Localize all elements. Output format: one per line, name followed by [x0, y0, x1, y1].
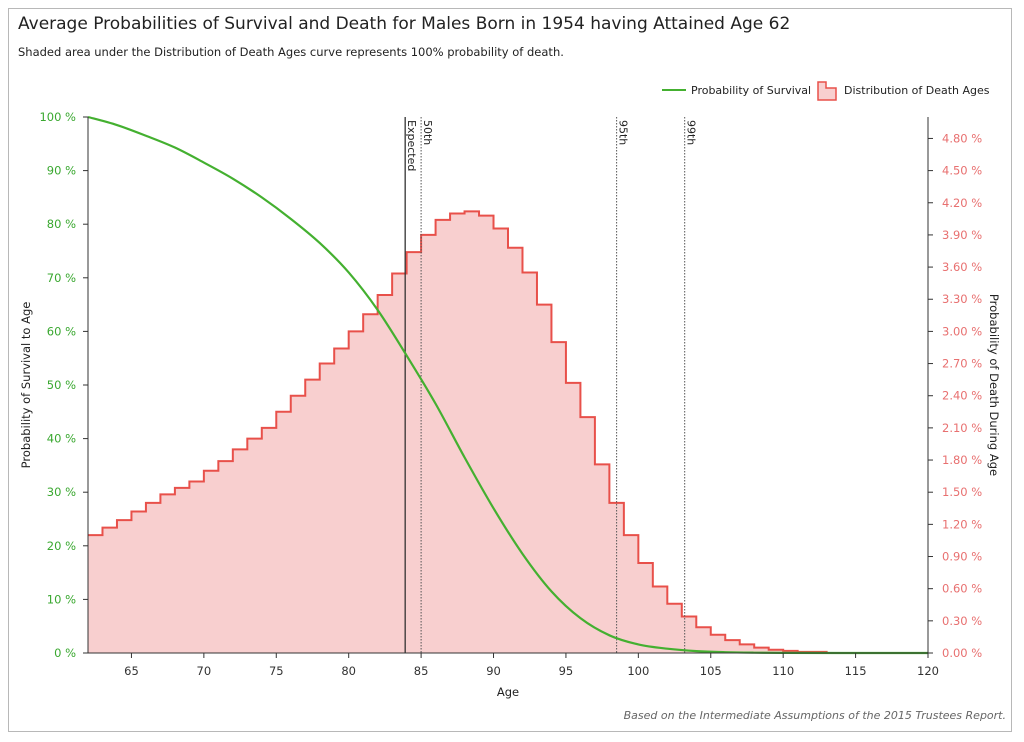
x-tick-label: 90 [486, 664, 501, 678]
y-right-tick-label: 0.90 % [942, 550, 982, 564]
y-right-tick-label: 4.50 % [942, 164, 982, 178]
y-left-tick-label: 70 % [47, 271, 76, 285]
y-left-tick-label: 40 % [47, 432, 76, 446]
y-right-tick-label: 1.80 % [942, 453, 982, 467]
y-right-tick-label: 0.60 % [942, 582, 982, 596]
y-axis-right-title: Probability of Death During Age [987, 294, 1001, 476]
legend: Probability of Survival Distribution of … [662, 81, 990, 101]
survival-line [87, 115, 929, 655]
x-tick-label: 85 [414, 664, 429, 678]
y-left-tick-label: 80 % [47, 217, 76, 231]
x-tick-label: 115 [845, 664, 867, 678]
y-axis-left-title: Probability of Survival to Age [19, 302, 33, 469]
x-tick-label: 65 [124, 664, 139, 678]
y-right-tick-label: 4.80 % [942, 131, 982, 145]
x-axis-title: Age [497, 685, 519, 699]
y-right-tick-label: 0.00 % [942, 646, 982, 660]
legend-survival-label: Probability of Survival [691, 84, 811, 97]
y-right-tick-label: 3.60 % [942, 260, 982, 274]
x-tick-label: 120 [917, 664, 939, 678]
y-right-tick-label: 2.70 % [942, 357, 982, 371]
y-right-tick-label: 0.30 % [942, 614, 982, 628]
y-right-tick-label: 4.20 % [942, 196, 982, 210]
marker-label-95th: 95th [617, 120, 630, 145]
death-distribution-line [88, 210, 928, 654]
y-right-tick-label: 2.40 % [942, 389, 982, 403]
x-tick-label: 100 [627, 664, 649, 678]
x-tick-label: 95 [559, 664, 574, 678]
y-left-tick-label: 100 % [39, 110, 76, 124]
y-right-tick-label: 2.10 % [942, 421, 982, 435]
x-tick-label: 75 [269, 664, 284, 678]
y-right-tick-label: 1.20 % [942, 517, 982, 531]
y-right-tick-label: 3.00 % [942, 324, 982, 338]
y-left-tick-label: 0 % [54, 646, 76, 660]
y-left-tick-label: 10 % [47, 592, 76, 606]
x-tick-label: 110 [772, 664, 794, 678]
y-right-tick-label: 3.30 % [942, 292, 982, 306]
marker-label-99th: 99th [685, 120, 698, 145]
x-tick-label: 70 [197, 664, 212, 678]
legend-death-swatch [817, 81, 837, 101]
x-tick-label: 80 [341, 664, 356, 678]
chart-subtitle: Shaded area under the Distribution of De… [18, 45, 564, 59]
y-right-tick-label: 1.50 % [942, 485, 982, 499]
chart-title: Average Probabilities of Survival and De… [18, 14, 791, 34]
y-left-tick-label: 20 % [47, 539, 76, 553]
marker-label-50th: 50th [421, 120, 434, 145]
y-left-tick-label: 60 % [47, 324, 76, 338]
y-left-tick-label: 90 % [47, 164, 76, 178]
y-right-tick-label: 3.90 % [942, 228, 982, 242]
y-left-tick-label: 50 % [47, 378, 76, 392]
y-left-tick-label: 30 % [47, 485, 76, 499]
x-tick-label: 105 [700, 664, 722, 678]
legend-death-label: Distribution of Death Ages [844, 84, 990, 97]
marker-label-expected: Expected [405, 120, 418, 171]
death-distribution-area [88, 211, 928, 653]
footnote: Based on the Intermediate Assumptions of… [623, 709, 1006, 722]
